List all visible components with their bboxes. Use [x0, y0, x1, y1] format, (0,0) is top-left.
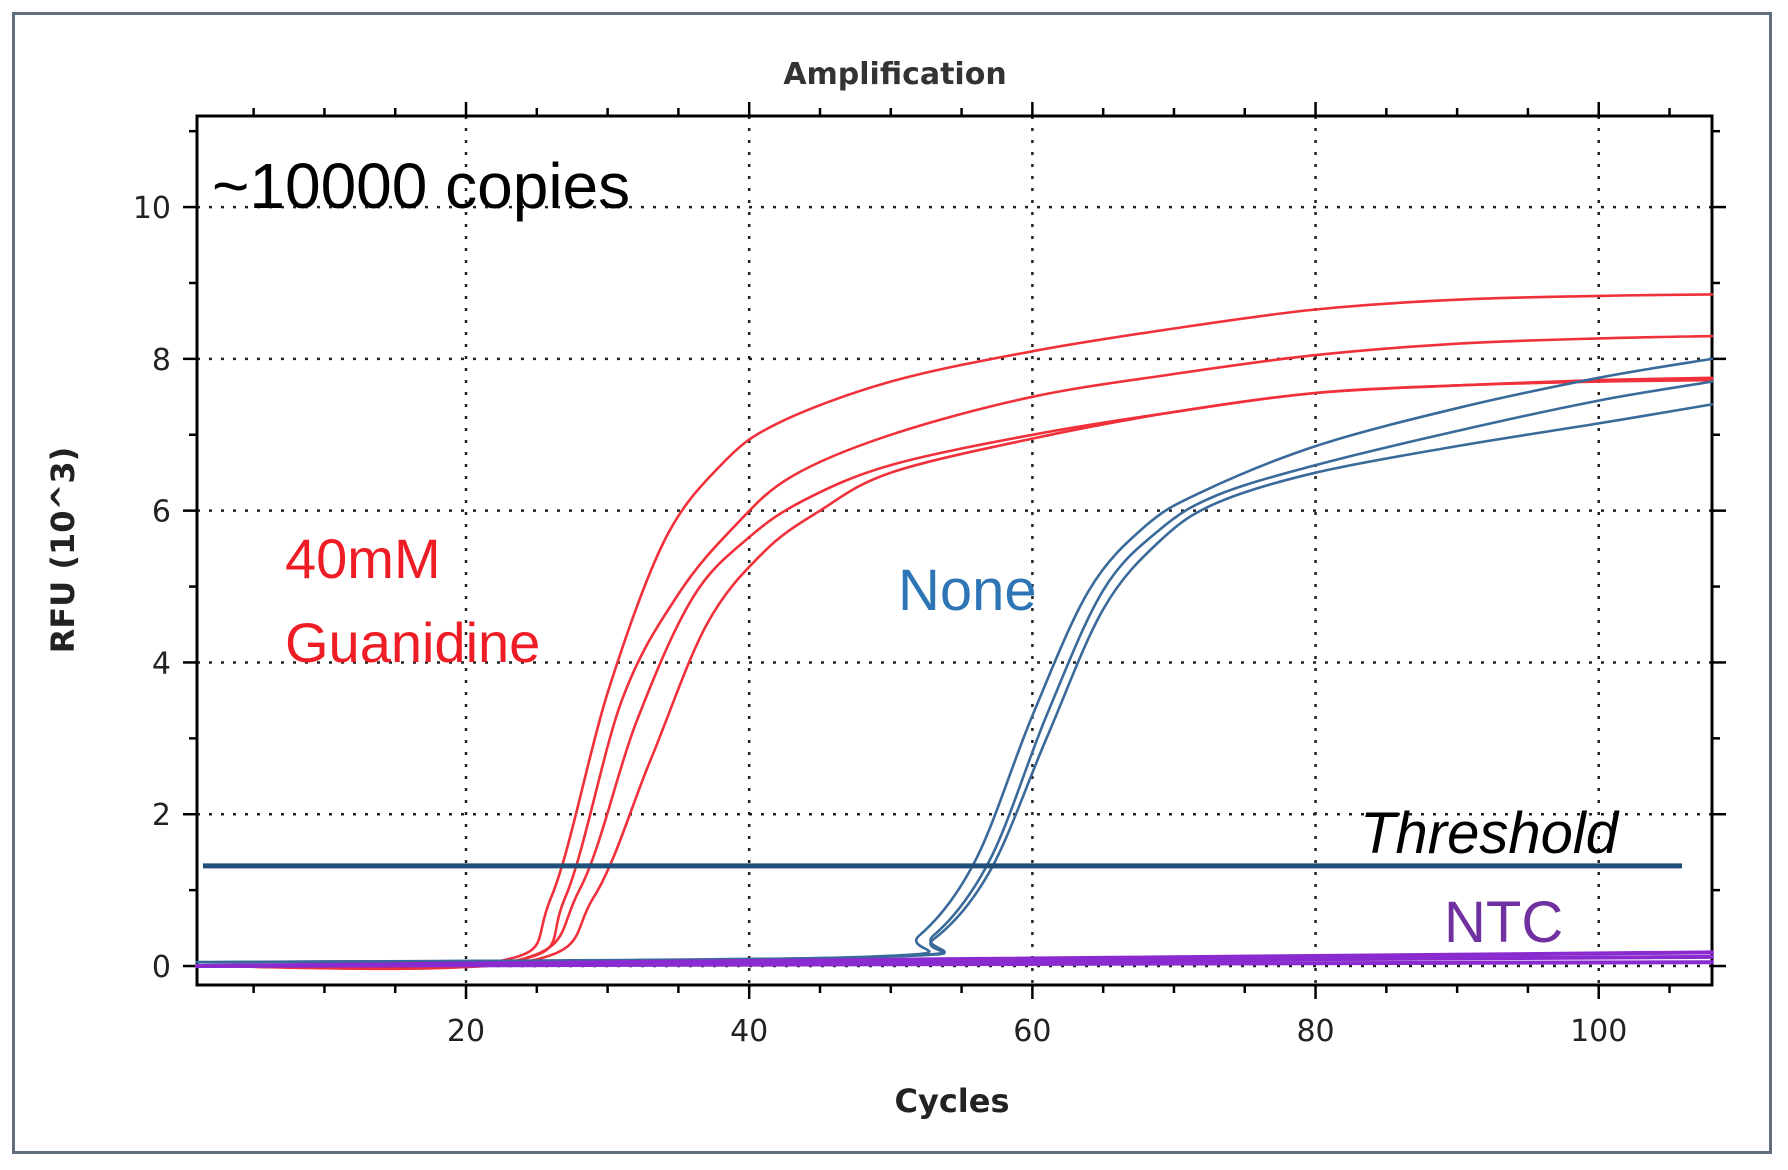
- y-tick-label: 2: [152, 798, 171, 833]
- axis-ticks: [183, 102, 1726, 999]
- guanidine-label-line2: Guanidine: [285, 611, 540, 674]
- none-curve: [195, 403, 1714, 964]
- plot-area-border: [195, 114, 1714, 987]
- y-tick-label: 0: [152, 950, 171, 985]
- y-tick-label: 4: [152, 646, 171, 681]
- guanidine-curve: [195, 376, 1714, 970]
- y-tick-label: 8: [152, 343, 171, 378]
- x-tick-label: 40: [730, 1014, 768, 1049]
- y-tick-label: 6: [152, 495, 171, 530]
- ntc-curve: [195, 960, 1714, 968]
- ntc-label: NTC: [1444, 890, 1563, 955]
- amplification-curves: [195, 293, 1714, 971]
- guanidine-curve: [195, 334, 1714, 970]
- guanidine-curve: [195, 378, 1714, 971]
- y-axis-label: RFU (10^3): [44, 447, 82, 653]
- threshold-label: Threshold: [1360, 801, 1620, 866]
- x-tick-label: 20: [447, 1014, 485, 1049]
- x-tick-label: 60: [1013, 1014, 1051, 1049]
- chart-title: Amplification: [783, 57, 1006, 92]
- guanidine-curve: [195, 293, 1714, 970]
- axis-tick-labels: 20 40 60 80 100 0 2 4 6 8 10: [133, 191, 1628, 1049]
- guanidine-label-line1: 40mM: [285, 527, 441, 590]
- x-tick-label: 100: [1570, 1014, 1627, 1049]
- copies-annotation: ~10000 copies: [212, 150, 630, 222]
- x-axis-label: Cycles: [894, 1082, 1009, 1120]
- x-tick-label: 80: [1296, 1014, 1334, 1049]
- grid-lines: [197, 116, 1712, 985]
- none-label: None: [898, 558, 1037, 623]
- y-tick-label: 10: [133, 191, 171, 226]
